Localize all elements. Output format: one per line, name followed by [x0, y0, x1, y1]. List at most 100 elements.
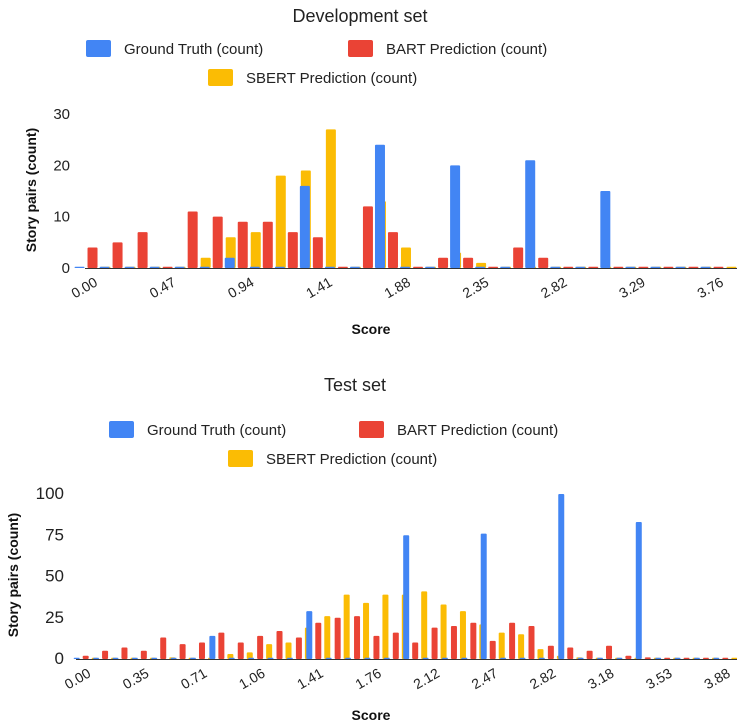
- dev-bar-ground-truth: [74, 266, 85, 268]
- test-bar-ground-truth: [267, 657, 274, 659]
- dev-bar-ground-truth: [374, 144, 385, 268]
- test-bar-bart: [702, 657, 709, 659]
- test-x-axis-title: Score: [352, 707, 391, 723]
- test-legend-item-sbert[interactable]: SBERT Prediction (count): [228, 450, 437, 468]
- dev-x-tick-label: 0.00: [68, 274, 100, 302]
- test-legend-label-bart: BART Prediction (count): [397, 422, 558, 439]
- dev-legend-label-bart: BART Prediction (count): [386, 41, 547, 58]
- dev-bar-ground-truth: [575, 266, 586, 268]
- dev-x-tick-label: 0.47: [147, 274, 179, 302]
- test-bar-bart: [257, 635, 264, 659]
- dev-bar-ground-truth: [675, 266, 686, 268]
- test-legend-item-bart[interactable]: BART Prediction (count): [359, 421, 558, 439]
- dev-x-axis-title: Score: [352, 321, 391, 337]
- test-bar-bart: [198, 642, 205, 659]
- test-bar-ground-truth: [461, 657, 468, 659]
- test-bar-ground-truth: [170, 657, 177, 659]
- dev-bar-bart: [413, 266, 424, 268]
- dev-bar-bart: [613, 266, 624, 268]
- dev-bar-bart: [563, 266, 574, 268]
- dev-x-tick-label: 2.82: [538, 274, 570, 302]
- test-x-tick-label: 3.18: [585, 665, 617, 693]
- dev-legend-item-bart[interactable]: BART Prediction (count): [348, 40, 547, 58]
- test-bar-bart: [509, 622, 516, 659]
- dev-bar-ground-truth: [124, 266, 135, 268]
- dev-legend-item-ground-truth[interactable]: Ground Truth (count): [86, 40, 263, 58]
- dev-bar-ground-truth: [700, 266, 711, 268]
- test-bar-ground-truth: [480, 533, 487, 659]
- dev-y-tick-label: 20: [53, 157, 70, 174]
- dev-legend-swatch-bart: [348, 40, 373, 57]
- test-bar-sbert: [343, 594, 350, 659]
- test-bar-sbert: [731, 657, 737, 659]
- test-bar-ground-truth: [577, 657, 584, 659]
- test-bar-bart: [606, 645, 613, 659]
- dev-bar-bart: [387, 232, 398, 268]
- test-bar-bart: [664, 657, 671, 659]
- test-bar-ground-truth: [713, 657, 720, 659]
- test-bar-ground-truth: [616, 657, 623, 659]
- dev-legend: Ground Truth (count) BART Prediction (co…: [86, 40, 547, 87]
- test-bar-sbert: [421, 591, 428, 659]
- test-bar-bart: [354, 616, 361, 659]
- test-bar-ground-truth: [403, 535, 410, 659]
- test-bars: [73, 494, 737, 659]
- test-bar-bart: [237, 642, 244, 659]
- test-bar-bart: [334, 617, 341, 659]
- dev-legend-item-sbert[interactable]: SBERT Prediction (count): [208, 69, 417, 87]
- test-bar-ground-truth: [655, 657, 662, 659]
- dev-bar-ground-truth: [500, 266, 511, 268]
- test-x-tick-label: 2.12: [410, 665, 442, 693]
- dev-bar-bart: [212, 216, 223, 268]
- dev-bar-bart: [162, 266, 173, 268]
- dev-bar-ground-truth: [625, 266, 636, 268]
- test-bar-bart: [625, 655, 632, 659]
- dev-bar-bart: [538, 257, 549, 268]
- test-bar-ground-truth: [248, 657, 255, 659]
- test-bar-ground-truth: [558, 494, 565, 659]
- test-bar-ground-truth: [597, 657, 604, 659]
- dev-bar-ground-truth: [550, 266, 561, 268]
- test-legend-swatch-sbert: [228, 450, 253, 467]
- dev-bar-ground-truth: [249, 266, 260, 268]
- test-legend-swatch-bart: [359, 421, 384, 438]
- test-bar-bart: [121, 647, 128, 659]
- dev-bar-ground-truth: [650, 266, 661, 268]
- dev-bar-ground-truth: [450, 165, 461, 268]
- dev-bar-bart: [112, 242, 123, 268]
- test-chart: Test set Ground Truth (count) BART Predi…: [5, 375, 737, 723]
- test-x-tick-label: 3.53: [643, 665, 675, 693]
- test-bar-bart: [586, 650, 593, 659]
- test-bar-sbert: [382, 594, 389, 659]
- test-bar-bart: [140, 650, 147, 659]
- test-bar-bart: [547, 645, 554, 659]
- test-legend-label-ground-truth: Ground Truth (count): [147, 422, 286, 439]
- test-bar-ground-truth: [151, 657, 158, 659]
- dev-bar-ground-truth: [600, 191, 611, 268]
- test-bar-ground-truth: [209, 635, 216, 659]
- dev-bar-sbert: [400, 247, 411, 268]
- test-bar-sbert: [324, 616, 331, 659]
- dev-bar-sbert: [200, 257, 211, 268]
- test-x-tick-label: 2.47: [469, 665, 501, 693]
- test-bar-bart: [644, 657, 651, 659]
- dev-bar-bart: [638, 266, 649, 268]
- test-bar-ground-truth: [674, 657, 681, 659]
- dev-x-tick-label: 3.29: [616, 274, 648, 302]
- test-legend-item-ground-truth[interactable]: Ground Truth (count): [109, 421, 286, 439]
- dev-bar-bart: [513, 247, 524, 268]
- test-bar-ground-truth: [112, 657, 119, 659]
- test-bar-bart: [412, 642, 419, 659]
- dev-bar-bart: [312, 237, 323, 268]
- test-legend-swatch-ground-truth: [109, 421, 134, 438]
- test-bar-bart: [179, 644, 186, 659]
- test-bar-ground-truth: [189, 657, 196, 659]
- test-bar-sbert: [227, 654, 234, 659]
- test-bar-ground-truth: [306, 611, 313, 659]
- test-bar-ground-truth: [364, 657, 371, 659]
- test-y-tick-label: 75: [45, 525, 64, 544]
- test-bar-sbert: [518, 634, 525, 659]
- test-y-tick-label: 100: [36, 484, 64, 503]
- test-bar-sbert: [537, 649, 544, 659]
- test-y-tick-label: 25: [45, 608, 64, 627]
